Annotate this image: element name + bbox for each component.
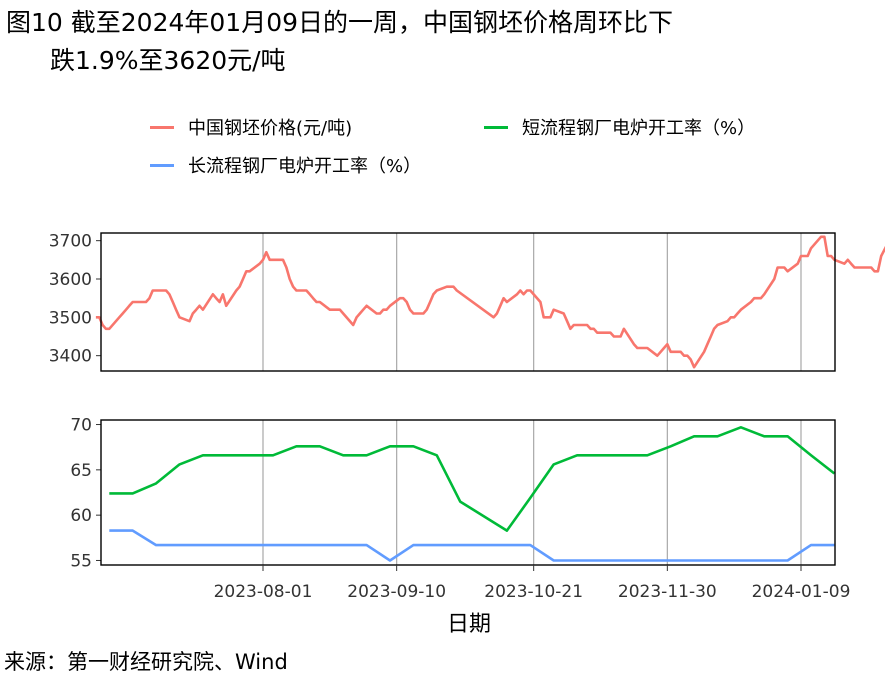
chart-title: 图10 截至2024年01月09日的一周，中国钢坯价格周环比下 跌1.9%至36… <box>6 4 876 80</box>
x-axis-title: 日期 <box>447 612 491 637</box>
legend-swatch-price <box>150 125 174 129</box>
x-tick-label: 2023-11-30 <box>618 582 717 602</box>
y-tick-label-rate: 60 <box>70 506 92 526</box>
legend-label-price: 中国钢坯价格(元/吨) <box>188 118 353 139</box>
price-panel: 3400 3500 3600 3700 <box>49 232 885 372</box>
y-tick-label-rate: 55 <box>70 551 92 571</box>
series-line-rate-0 <box>109 426 836 532</box>
series-line-price-0 <box>95 235 885 369</box>
legend-label-short-process: 短流程钢厂电炉开工率（%） <box>522 118 756 139</box>
y-tick-label-price: 3500 <box>49 308 92 328</box>
operating-rate-panel: 55 60 65 70 <box>70 416 836 571</box>
y-tick-label-price: 3700 <box>49 232 92 252</box>
y-tick-label-price: 3400 <box>49 347 92 367</box>
legend-item-price: 中国钢坯价格(元/吨) <box>150 114 352 140</box>
legend-swatch-long-process <box>150 163 174 167</box>
x-tick-label: 2023-08-01 <box>214 582 313 602</box>
x-axis: 2023-08-01 2023-09-10 2023-10-21 2023-11-30… <box>214 565 851 602</box>
panel-border-rate <box>100 419 836 566</box>
x-tick-label: 2023-09-10 <box>347 582 446 602</box>
legend-label-long-process: 长流程钢厂电炉开工率（%） <box>188 156 422 177</box>
legend-swatch-short-process <box>484 125 508 129</box>
y-tick-label-rate: 70 <box>70 416 92 436</box>
panel-border-price <box>100 232 836 372</box>
source-note: 来源：第一财经研究院、Wind <box>4 650 288 674</box>
series-line-rate-1 <box>109 529 835 562</box>
legend-item-short-process: 短流程钢厂电炉开工率（%） <box>484 114 755 140</box>
title-line-1: 图10 截至2024年01月09日的一周，中国钢坯价格周环比下 <box>6 8 674 37</box>
x-tick-label: 2023-10-21 <box>484 582 583 602</box>
legend-item-long-process: 长流程钢厂电炉开工率（%） <box>150 152 421 178</box>
y-tick-label-rate: 65 <box>70 461 92 481</box>
y-tick-label-price: 3600 <box>49 270 92 290</box>
x-tick-label: 2024-01-09 <box>752 582 851 602</box>
title-line-2: 跌1.9%至3620元/吨 <box>50 46 286 75</box>
